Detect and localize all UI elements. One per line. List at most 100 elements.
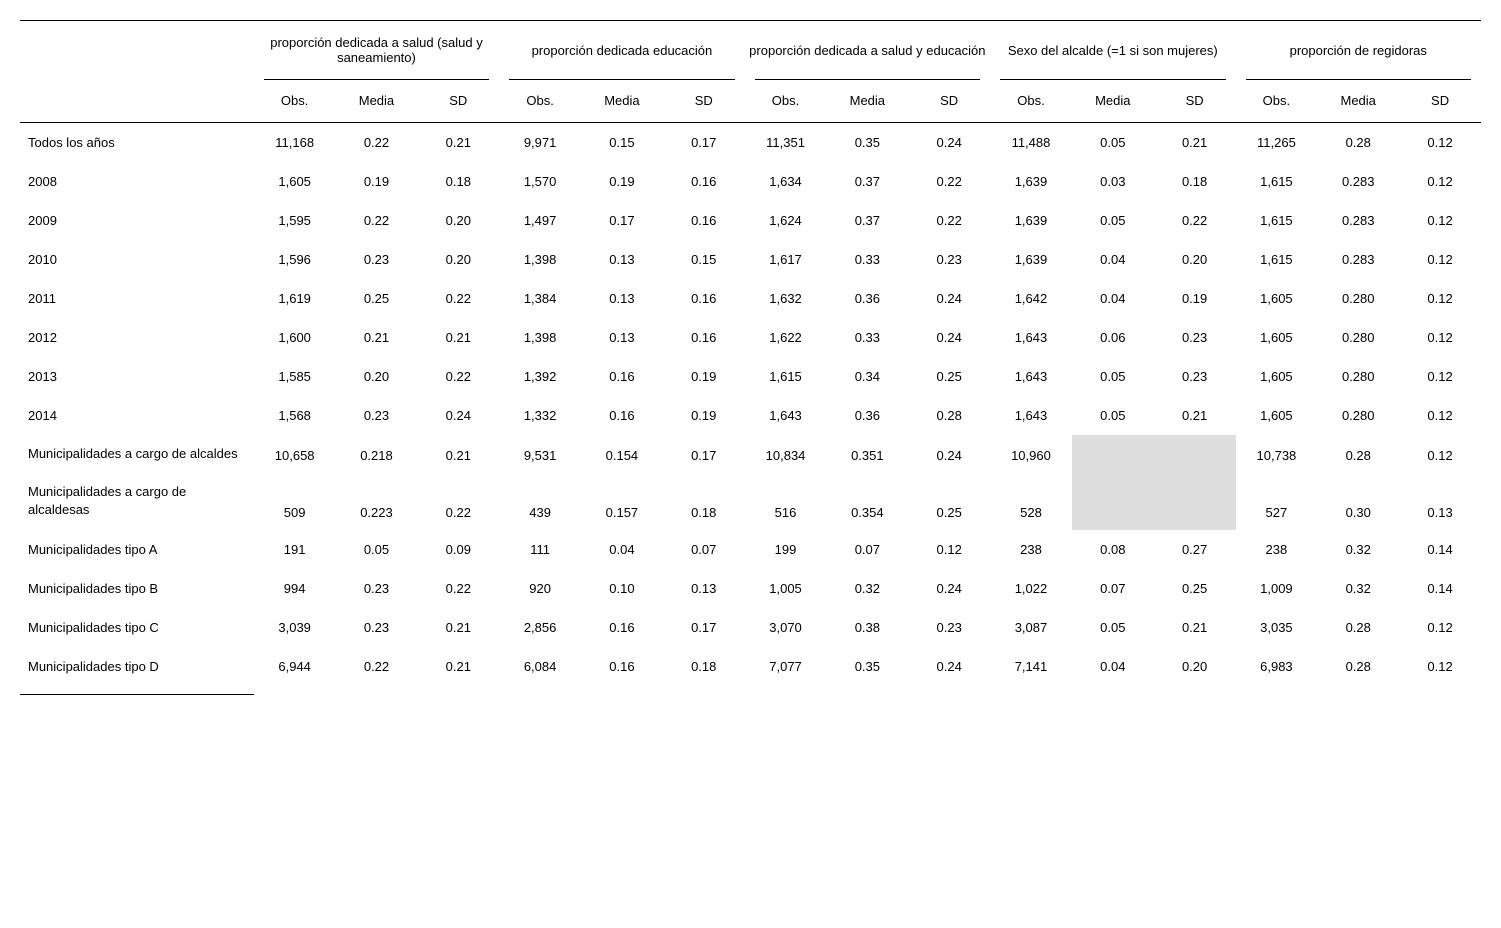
table-cell: 0.05	[1072, 201, 1154, 240]
table-cell: 1,005	[745, 569, 827, 608]
table-cell: 0.04	[1072, 647, 1154, 686]
table-cell: 0.22	[417, 279, 499, 318]
table-cell: 439	[499, 473, 581, 529]
table-cell: 0.06	[1072, 318, 1154, 357]
table-cell: 0.280	[1317, 357, 1399, 396]
table-cell: 0.21	[1154, 608, 1236, 647]
table-row: 20081,6050.190.181,5700.190.161,6340.370…	[20, 162, 1481, 201]
table-cell: 0.04	[1072, 279, 1154, 318]
table-cell: 1,332	[499, 396, 581, 435]
table-cell: 0.22	[417, 473, 499, 529]
table-cell: 0.20	[417, 240, 499, 279]
sub-header: SD	[417, 79, 499, 123]
table-cell: 1,497	[499, 201, 581, 240]
table-cell: 0.20	[1154, 647, 1236, 686]
table-cell: 0.15	[581, 123, 663, 163]
table-cell: 0.32	[1317, 530, 1399, 569]
table-cell: 10,658	[254, 435, 336, 473]
sub-header: Obs.	[254, 79, 336, 123]
table-cell: 11,488	[990, 123, 1072, 163]
table-cell: 0.37	[826, 201, 908, 240]
row-label: Todos los años	[20, 123, 254, 163]
table-cell: 0.20	[336, 357, 418, 396]
group-header: proporción dedicada educación	[499, 21, 744, 80]
table-cell: 0.33	[826, 240, 908, 279]
table-cell: 0.18	[1154, 162, 1236, 201]
table-cell: 0.21	[336, 318, 418, 357]
row-label: Municipalidades tipo A	[20, 530, 254, 569]
table-cell: 1,398	[499, 318, 581, 357]
table-row: 20101,5960.230.201,3980.130.151,6170.330…	[20, 240, 1481, 279]
table-cell: 0.18	[663, 647, 745, 686]
table-cell: 0.23	[336, 240, 418, 279]
table-cell: 1,615	[1236, 162, 1318, 201]
table-cell: 0.12	[1399, 201, 1481, 240]
table-cell: 0.16	[663, 201, 745, 240]
table-cell: 1,617	[745, 240, 827, 279]
table-cell: 11,351	[745, 123, 827, 163]
table-cell: 516	[745, 473, 827, 529]
table-cell: 0.14	[1399, 530, 1481, 569]
table-cell: 0.04	[1072, 240, 1154, 279]
table-cell: 0.12	[1399, 396, 1481, 435]
table-cell: 0.25	[336, 279, 418, 318]
table-cell: 0.16	[581, 396, 663, 435]
table-cell: 0.21	[417, 435, 499, 473]
table-cell: 0.24	[908, 279, 990, 318]
row-label: Municipalidades a cargo de alcaldes	[20, 435, 254, 473]
table-cell: 0.05	[336, 530, 418, 569]
table-cell: 1,585	[254, 357, 336, 396]
table-cell: 0.23	[908, 608, 990, 647]
table-cell: 0.22	[417, 357, 499, 396]
row-label: 2013	[20, 357, 254, 396]
table-cell: 0.12	[1399, 357, 1481, 396]
table-cell: 0.07	[1072, 569, 1154, 608]
table-cell: 527	[1236, 473, 1318, 529]
group-header: proporción dedicada a salud (salud y san…	[254, 21, 499, 80]
table-cell: 0.13	[581, 279, 663, 318]
sub-header: SD	[663, 79, 745, 123]
table-cell: 0.13	[1399, 473, 1481, 529]
table-cell: 0.22	[336, 647, 418, 686]
sub-header: Media	[826, 79, 908, 123]
table-cell: 0.16	[663, 279, 745, 318]
table-cell: 1,615	[1236, 201, 1318, 240]
table-cell: 238	[990, 530, 1072, 569]
table-cell: 0.28	[1317, 647, 1399, 686]
sub-header: SD	[908, 79, 990, 123]
table-cell: 0.283	[1317, 201, 1399, 240]
table-cell: 0.07	[663, 530, 745, 569]
table-row: 20121,6000.210.211,3980.130.161,6220.330…	[20, 318, 1481, 357]
table-cell: 0.25	[908, 473, 990, 529]
row-label: 2008	[20, 162, 254, 201]
table-cell: 0.28	[1317, 435, 1399, 473]
table-cell: 0.18	[417, 162, 499, 201]
table-cell: 1,022	[990, 569, 1072, 608]
table-cell: 0.154	[581, 435, 663, 473]
table-cell: 1,643	[990, 357, 1072, 396]
table-cell: 0.19	[336, 162, 418, 201]
sub-header: Media	[336, 79, 418, 123]
row-label: 2012	[20, 318, 254, 357]
table-cell: 0.24	[417, 396, 499, 435]
table-cell: 1,632	[745, 279, 827, 318]
table-row: Municipalidades a cargo de alcaldesas509…	[20, 473, 1481, 529]
summary-table: proporción dedicada a salud (salud y san…	[20, 20, 1481, 695]
table-cell: 0.38	[826, 608, 908, 647]
group-header: Sexo del alcalde (=1 si son mujeres)	[990, 21, 1235, 80]
table-cell: 0.21	[1154, 123, 1236, 163]
table-cell: 1,615	[1236, 240, 1318, 279]
table-cell: 1,605	[1236, 357, 1318, 396]
table-row: 20141,5680.230.241,3320.160.191,6430.360…	[20, 396, 1481, 435]
table-cell: 0.19	[663, 357, 745, 396]
table-cell: 0.30	[1317, 473, 1399, 529]
bottom-rule	[20, 686, 254, 695]
table-cell: 0.21	[417, 123, 499, 163]
table-cell: 1,639	[990, 201, 1072, 240]
table-cell: 0.35	[826, 123, 908, 163]
table-cell: 1,568	[254, 396, 336, 435]
table-cell: 0.24	[908, 435, 990, 473]
table-cell: 0.14	[1399, 569, 1481, 608]
table-cell: 0.351	[826, 435, 908, 473]
table-cell: 0.16	[581, 647, 663, 686]
